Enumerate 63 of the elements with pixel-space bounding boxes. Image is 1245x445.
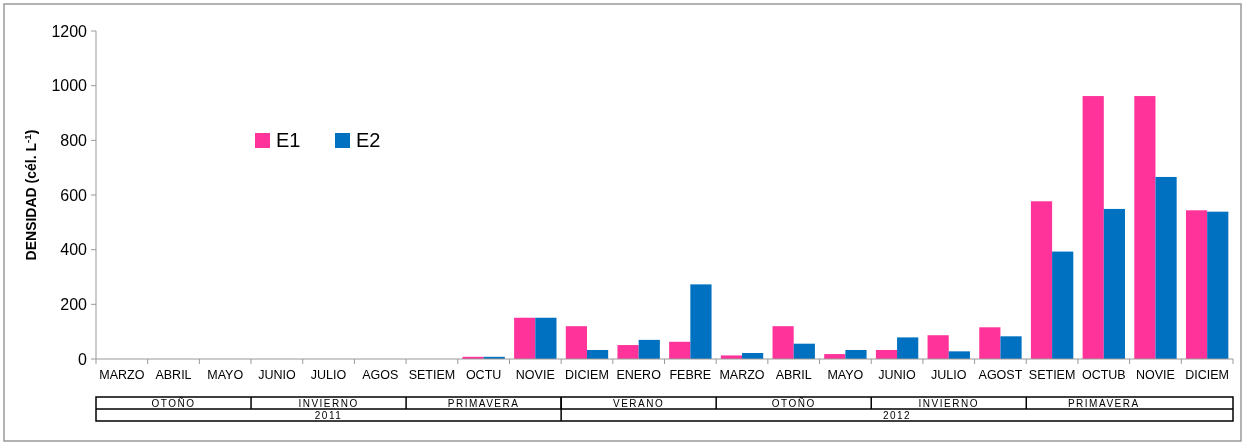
text: OTOÑO	[151, 396, 196, 409]
x-tick-label: OCTU	[465, 368, 502, 382]
y-tick-label: 800	[60, 131, 88, 149]
x-tick-label: AGOST	[978, 368, 1023, 382]
text: INVIERNO	[298, 397, 359, 409]
text: 2012	[882, 409, 912, 421]
y-tick-label: 1200	[51, 22, 88, 40]
bar	[1052, 251, 1074, 359]
text: PRIMAVERA	[1067, 397, 1140, 409]
x-tick-label: OCTUB	[1081, 368, 1126, 382]
y-tick-label: 400	[60, 241, 88, 259]
bar	[979, 327, 1001, 359]
bar	[1103, 208, 1125, 359]
x-tick-label: ABRIL	[775, 368, 812, 382]
text: 2011	[314, 409, 343, 421]
bar	[897, 337, 919, 359]
bar	[565, 326, 587, 359]
bar	[1185, 210, 1208, 359]
y-tick-label: 600	[60, 186, 88, 204]
text: VERANO	[613, 397, 665, 409]
bar	[845, 349, 867, 359]
x-tick-label: MAYO	[827, 368, 864, 382]
text: PRIMAVERA	[447, 397, 520, 409]
legend-label: E2	[356, 129, 381, 151]
x-tick-label: ABRIL	[155, 368, 192, 382]
x-tick-label: JUNIO	[258, 368, 296, 382]
bar	[617, 345, 639, 359]
bar	[948, 351, 970, 359]
bar	[772, 326, 794, 359]
x-tick-label: MAYO	[207, 368, 244, 382]
bar	[669, 341, 691, 359]
bar	[1030, 201, 1053, 359]
x-tick-label: MARZO	[99, 368, 145, 382]
legend-label: E1	[276, 129, 301, 151]
bar	[514, 317, 536, 359]
x-tick-label: JULIO	[931, 368, 967, 382]
x-tick-label: JULIO	[310, 368, 347, 382]
bar	[1207, 211, 1229, 359]
bar	[793, 343, 815, 359]
x-tick-label: NOVIE	[1136, 368, 1175, 382]
x-tick-label: MARZO	[719, 368, 765, 382]
x-tick-label: SETIEM	[408, 368, 456, 382]
x-tick-label: DICIEM	[1185, 368, 1230, 382]
bar	[1082, 96, 1104, 359]
text: OTOÑO	[771, 396, 816, 409]
y-tick-label: 1000	[51, 77, 88, 95]
text: INVIERNO	[918, 397, 979, 409]
bar	[1155, 176, 1177, 359]
y-tick-label: 0	[78, 350, 88, 368]
bar	[1134, 96, 1156, 359]
y-tick-label: 200	[60, 295, 88, 313]
x-tick-label: FEBRE	[669, 368, 712, 382]
x-tick-label: DICIEM	[565, 368, 609, 382]
bar	[690, 284, 712, 359]
bar	[927, 335, 949, 359]
x-tick-label: SETIEM	[1028, 368, 1076, 382]
x-tick-label: NOVIE	[515, 368, 555, 382]
x-tick-label: JUNIO	[878, 368, 917, 382]
bar	[638, 339, 660, 359]
x-tick-label: AGOS	[362, 368, 399, 382]
bar	[1000, 336, 1022, 359]
x-tick-label: ENERO	[616, 368, 662, 382]
bar	[535, 317, 557, 359]
